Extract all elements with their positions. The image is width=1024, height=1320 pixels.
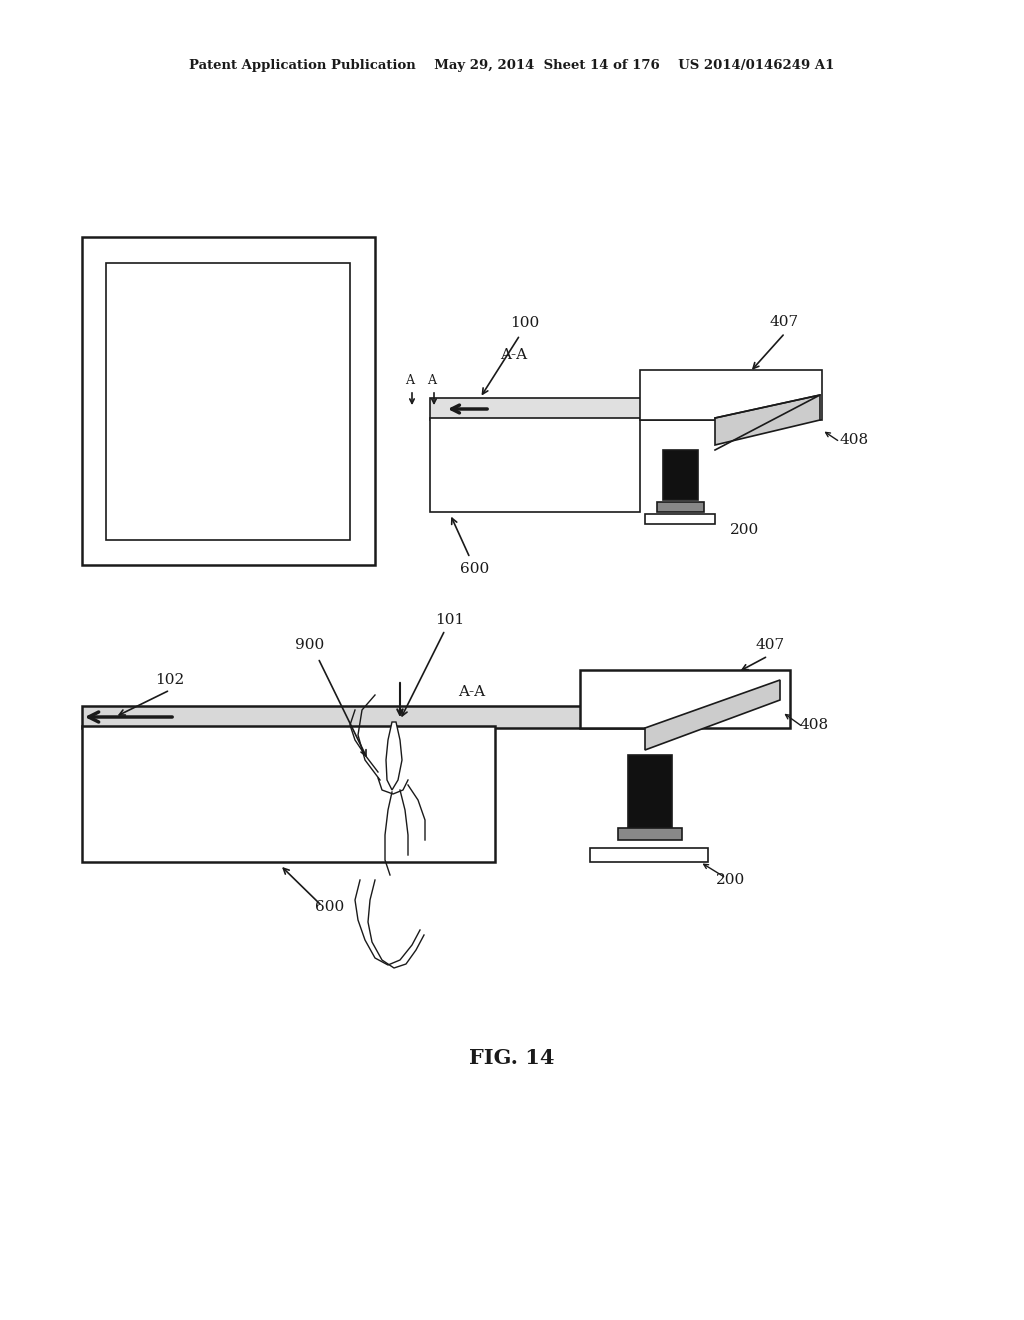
Text: 600: 600 bbox=[315, 900, 345, 913]
Text: 600: 600 bbox=[461, 562, 489, 576]
Bar bbox=[645, 513, 715, 524]
Polygon shape bbox=[715, 395, 820, 445]
Text: 408: 408 bbox=[800, 718, 829, 733]
Bar bbox=[663, 450, 698, 500]
Bar bbox=[580, 671, 790, 729]
Text: 407: 407 bbox=[770, 315, 799, 329]
Text: Patent Application Publication    May 29, 2014  Sheet 14 of 176    US 2014/01462: Patent Application Publication May 29, 2… bbox=[189, 58, 835, 71]
Text: A: A bbox=[427, 374, 436, 387]
Bar bbox=[430, 418, 640, 512]
Text: A-A: A-A bbox=[500, 348, 527, 362]
Text: A-A: A-A bbox=[458, 685, 485, 700]
Bar bbox=[628, 755, 672, 830]
Bar bbox=[430, 399, 715, 420]
Text: 100: 100 bbox=[510, 315, 540, 330]
Text: 407: 407 bbox=[755, 638, 784, 652]
Polygon shape bbox=[386, 722, 402, 789]
Bar bbox=[640, 370, 822, 420]
Text: 102: 102 bbox=[155, 673, 184, 686]
Text: 200: 200 bbox=[716, 873, 745, 887]
Polygon shape bbox=[645, 680, 780, 750]
Bar bbox=[82, 238, 375, 565]
Bar bbox=[82, 726, 495, 862]
Bar bbox=[657, 502, 705, 512]
Bar bbox=[106, 263, 350, 540]
Text: 101: 101 bbox=[435, 612, 464, 627]
Bar bbox=[82, 706, 645, 729]
Text: 900: 900 bbox=[295, 638, 325, 652]
Text: 200: 200 bbox=[730, 523, 759, 537]
Bar bbox=[618, 828, 682, 840]
Text: A: A bbox=[406, 374, 415, 387]
Text: 408: 408 bbox=[840, 433, 869, 447]
Bar bbox=[590, 847, 708, 862]
Text: FIG. 14: FIG. 14 bbox=[469, 1048, 555, 1068]
